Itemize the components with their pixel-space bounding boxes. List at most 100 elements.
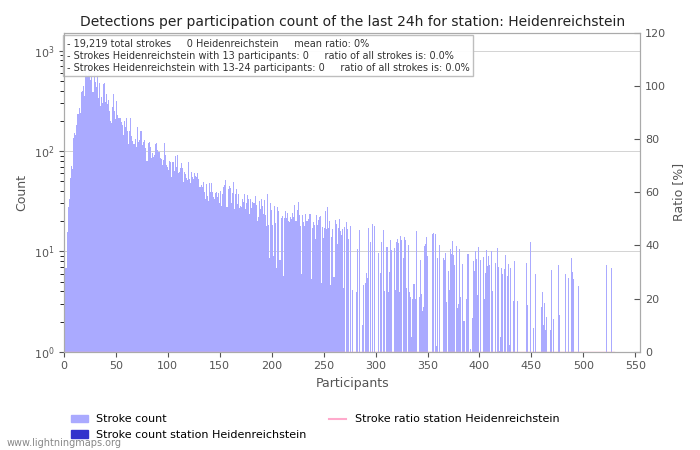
Bar bbox=[187, 180, 188, 450]
Bar bbox=[69, 178, 71, 450]
Bar bbox=[137, 127, 138, 450]
Bar bbox=[210, 193, 211, 450]
Bar bbox=[504, 270, 505, 450]
Bar bbox=[399, 292, 400, 450]
Bar bbox=[517, 301, 519, 450]
Bar bbox=[221, 206, 223, 450]
Bar bbox=[150, 158, 152, 450]
Bar bbox=[78, 114, 79, 450]
Bar bbox=[219, 203, 220, 450]
Bar bbox=[575, 352, 577, 450]
Bar bbox=[476, 259, 477, 450]
Bar bbox=[580, 352, 581, 450]
Bar bbox=[420, 260, 421, 450]
Bar bbox=[110, 121, 111, 450]
Bar bbox=[112, 107, 113, 450]
Bar bbox=[276, 268, 277, 450]
Bar bbox=[118, 118, 120, 450]
Bar bbox=[273, 256, 274, 450]
Bar bbox=[229, 186, 230, 450]
Bar bbox=[236, 189, 237, 450]
Bar bbox=[161, 159, 162, 450]
Bar bbox=[232, 182, 234, 450]
Bar bbox=[533, 328, 534, 450]
Bar bbox=[92, 92, 94, 450]
Bar bbox=[451, 254, 452, 450]
Bar bbox=[300, 226, 301, 450]
Bar bbox=[228, 189, 229, 450]
Bar bbox=[140, 130, 141, 450]
Bar bbox=[320, 216, 321, 450]
Bar bbox=[432, 234, 433, 450]
Bar bbox=[155, 144, 156, 450]
Bar bbox=[126, 118, 127, 450]
Bar bbox=[135, 140, 136, 450]
Bar bbox=[199, 186, 200, 450]
Bar bbox=[130, 118, 131, 450]
Bar bbox=[230, 203, 232, 450]
Bar bbox=[605, 352, 606, 450]
Bar bbox=[316, 215, 317, 450]
Bar bbox=[561, 352, 562, 450]
Bar bbox=[164, 143, 165, 450]
Bar bbox=[104, 83, 105, 450]
Bar bbox=[390, 240, 391, 450]
Bar bbox=[449, 290, 450, 450]
Bar bbox=[84, 96, 85, 450]
Bar bbox=[491, 251, 492, 450]
Bar bbox=[373, 352, 374, 450]
Bar bbox=[392, 352, 393, 450]
Bar bbox=[245, 209, 246, 450]
Bar bbox=[592, 352, 593, 450]
Bar bbox=[382, 352, 384, 450]
Bar bbox=[512, 352, 513, 450]
Bar bbox=[265, 216, 266, 450]
Bar bbox=[429, 352, 430, 450]
Bar bbox=[440, 352, 442, 450]
Bar bbox=[185, 174, 186, 450]
Bar bbox=[596, 352, 597, 450]
Bar bbox=[463, 321, 464, 450]
Bar bbox=[293, 217, 294, 450]
Bar bbox=[395, 242, 397, 450]
Bar bbox=[455, 352, 456, 450]
Bar bbox=[564, 352, 565, 450]
Bar bbox=[528, 352, 530, 450]
Bar bbox=[496, 248, 498, 450]
Bar bbox=[113, 94, 114, 450]
Bar bbox=[162, 165, 163, 450]
Bar bbox=[331, 237, 332, 450]
Bar bbox=[344, 227, 345, 450]
Bar bbox=[556, 352, 558, 450]
Bar bbox=[433, 233, 434, 450]
Bar bbox=[178, 172, 180, 450]
Bar bbox=[246, 203, 247, 450]
Bar bbox=[114, 111, 116, 450]
Bar bbox=[452, 241, 453, 450]
Bar bbox=[438, 352, 440, 450]
Bar bbox=[321, 284, 322, 450]
Bar bbox=[223, 188, 225, 450]
Bar bbox=[503, 352, 504, 450]
Bar bbox=[172, 162, 174, 450]
Bar bbox=[521, 352, 522, 450]
Bar bbox=[303, 222, 304, 450]
Bar bbox=[589, 352, 590, 450]
Bar bbox=[423, 306, 424, 450]
Bar bbox=[144, 140, 146, 450]
Bar bbox=[234, 194, 236, 450]
Bar bbox=[209, 184, 210, 450]
Bar bbox=[277, 207, 279, 450]
Bar bbox=[570, 352, 571, 450]
Bar bbox=[168, 171, 169, 450]
Bar bbox=[425, 244, 426, 450]
Bar bbox=[558, 265, 559, 450]
Bar bbox=[290, 217, 291, 450]
Bar bbox=[108, 99, 109, 450]
Bar bbox=[132, 141, 133, 450]
Bar bbox=[613, 352, 614, 450]
Bar bbox=[247, 195, 248, 450]
Bar bbox=[154, 156, 155, 450]
Bar bbox=[398, 243, 399, 450]
Bar bbox=[76, 125, 77, 450]
